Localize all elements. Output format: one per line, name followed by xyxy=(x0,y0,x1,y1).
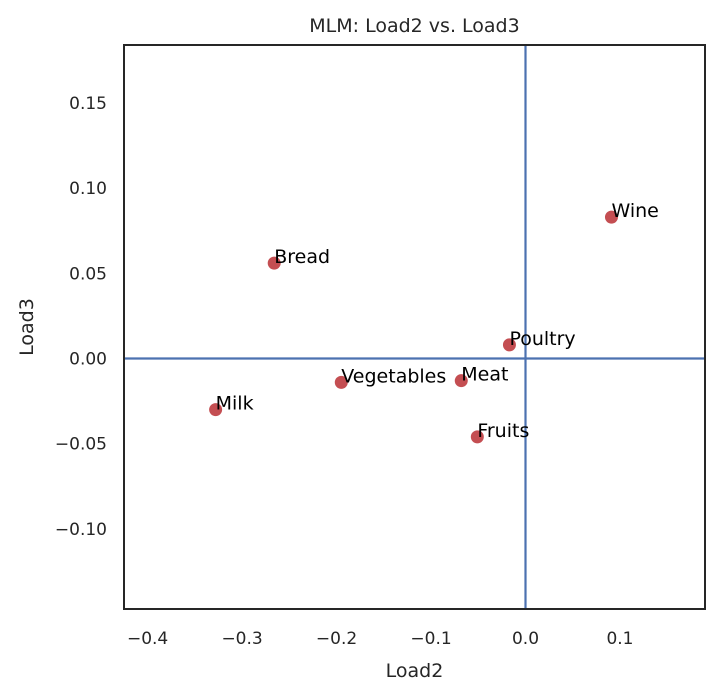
reference-lines xyxy=(124,45,705,609)
point-label-poultry: Poultry xyxy=(509,328,575,350)
data-point-milk xyxy=(209,403,223,417)
data-point-bread xyxy=(267,256,281,270)
point-label-wine: Wine xyxy=(611,200,658,222)
data-point-fruits xyxy=(470,430,484,444)
x-axis-ticks: −0.4 −0.3 −0.2 −0.1 0.0 0.1 xyxy=(127,629,634,649)
plot-frame xyxy=(123,44,706,610)
y-tick-label: 0.05 xyxy=(69,264,107,284)
y-tick-label: −0.05 xyxy=(55,435,107,455)
chart-title: MLM: Load2 vs. Load3 xyxy=(309,15,519,37)
data-point-meat xyxy=(454,374,468,388)
x-tick-label: 0.0 xyxy=(512,629,539,649)
data-point-poultry xyxy=(502,338,516,352)
y-tick-label: −0.10 xyxy=(55,520,107,540)
x-tick-label: −0.4 xyxy=(127,629,168,649)
y-axis-label: Load3 xyxy=(16,298,38,356)
point-label-fruits: Fruits xyxy=(477,420,529,442)
point-label-vegetables: Vegetables xyxy=(341,365,446,387)
x-axis-label: Load2 xyxy=(386,660,444,682)
y-tick-label: 0.10 xyxy=(69,179,107,199)
x-tick-label: −0.1 xyxy=(410,629,451,649)
point-label-bread: Bread xyxy=(274,246,330,268)
y-tick-label: 0.15 xyxy=(69,94,107,114)
x-tick-label: −0.3 xyxy=(221,629,262,649)
data-point-wine xyxy=(604,210,618,224)
data-point-vegetables xyxy=(334,375,348,389)
y-tick-label: 0.00 xyxy=(69,350,107,370)
data-points xyxy=(209,210,618,444)
point-label-meat: Meat xyxy=(461,364,508,386)
x-tick-label: −0.2 xyxy=(316,629,357,649)
y-axis-ticks: 0.15 0.10 0.05 0.00 −0.05 −0.10 xyxy=(55,94,107,540)
x-tick-label: 0.1 xyxy=(606,629,633,649)
point-label-milk: Milk xyxy=(216,393,254,415)
